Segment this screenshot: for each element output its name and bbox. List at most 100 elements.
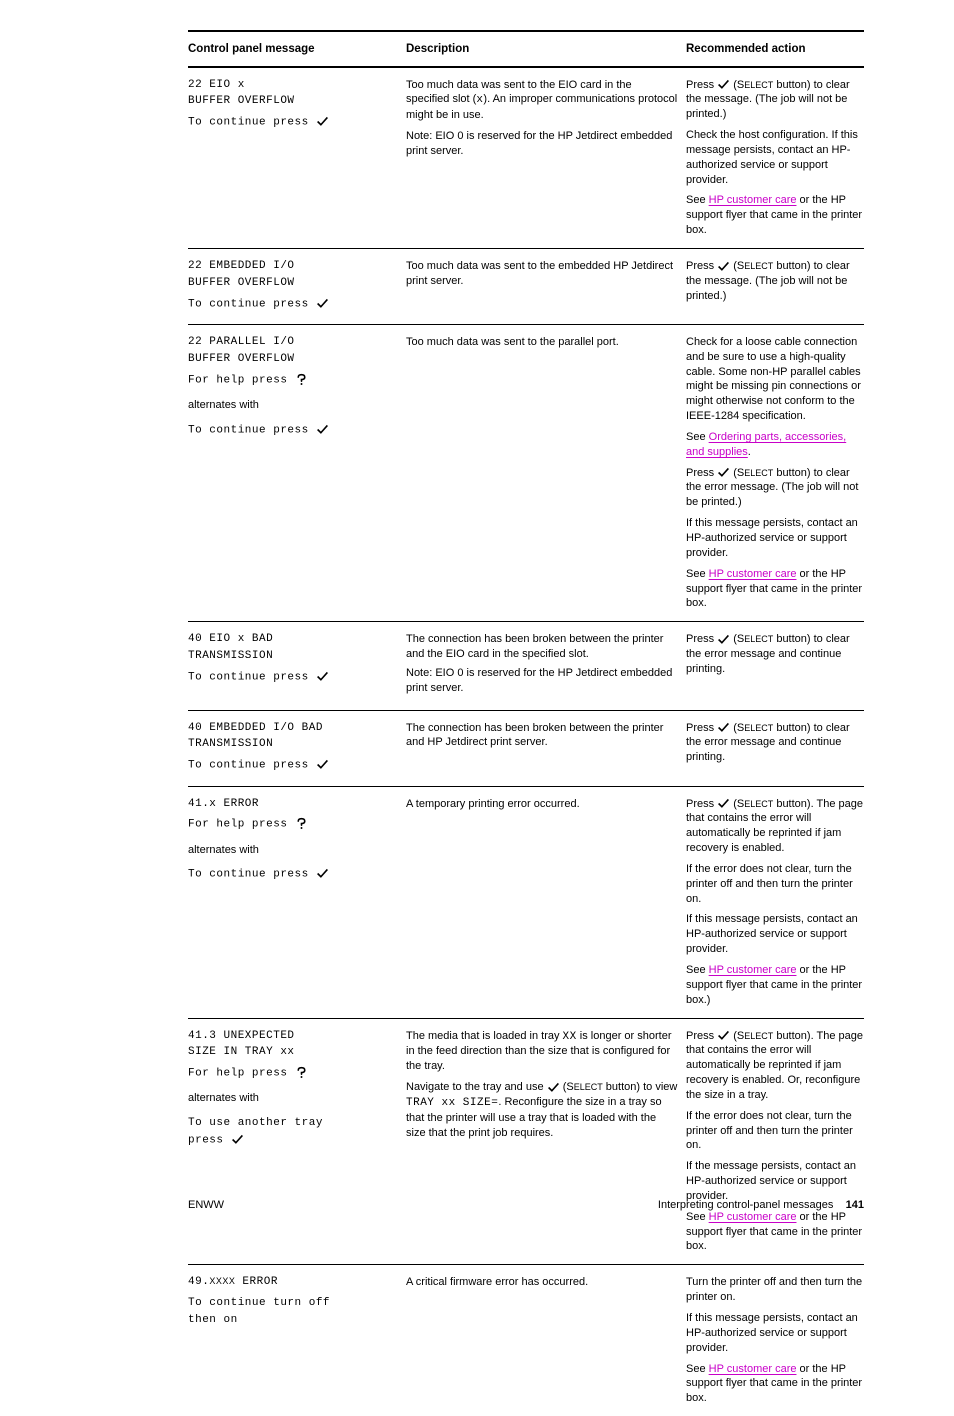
check-icon (316, 115, 329, 128)
msg-line-4: To continue press (188, 423, 398, 438)
check-icon (316, 297, 329, 310)
act-col: Press (SELECT button) to clear the error… (686, 632, 864, 699)
msg-alt: alternates with (188, 398, 398, 413)
act-p2: Check the host configuration. If this me… (686, 128, 864, 187)
link-hp-care[interactable]: HP customer care (709, 568, 797, 580)
check-icon (316, 670, 329, 683)
check-icon (231, 1133, 244, 1146)
act-p3: If the message persists, contact an HP-a… (686, 1159, 864, 1204)
row-22-embedded: 22 EMBEDDED I/O BUFFER OVERFLOW To conti… (188, 249, 864, 324)
desc-p1: Too much data was sent to the embedded H… (406, 259, 678, 289)
act-p1: Press (SELECT button). The page that con… (686, 797, 864, 856)
act-p1: Press (SELECT button) to clear the error… (686, 632, 864, 677)
msg-line-2: For help press (188, 817, 398, 832)
link-hp-care[interactable]: HP customer care (709, 1363, 797, 1375)
msg-line-2: BUFFER OVERFLOW (188, 276, 398, 291)
msg-line-3: To continue press (188, 670, 398, 685)
msg-line-1: 41.3 UNEXPECTED (188, 1029, 398, 1044)
msg-line-2: BUFFER OVERFLOW (188, 94, 398, 109)
link-hp-care[interactable]: HP customer care (709, 964, 797, 976)
act-p1: Press (SELECT button) to clear the messa… (686, 78, 864, 123)
desc-col: Too much data was sent to the EIO card i… (406, 78, 686, 238)
row-40-embedded: 40 EMBEDDED I/O BAD TRANSMISSION To cont… (188, 711, 864, 786)
see-2: See HP customer care or the HP support f… (686, 567, 864, 612)
t: See (686, 568, 709, 580)
see-also: See HP customer care or the HP support f… (686, 193, 864, 238)
t: See (686, 1363, 709, 1375)
t: To continue press (188, 424, 309, 436)
msg-line-2: To continue turn off (188, 1296, 398, 1311)
select-smallcaps: ELECT (744, 1031, 773, 1041)
desc-p1: The connection has been broken between t… (406, 721, 678, 751)
t: To continue press (188, 298, 309, 310)
msg-col: 22 PARALLEL I/O BUFFER OVERFLOW For help… (188, 335, 406, 611)
row-40-eio: 40 EIO x BAD TRANSMISSION To continue pr… (188, 622, 864, 709)
t: (S (730, 722, 744, 734)
t: (S (730, 79, 744, 91)
footer-right: Interpreting control-panel messages 141 (658, 1198, 864, 1213)
msg-line-1: 41.x ERROR (188, 797, 398, 812)
desc-col: A temporary printing error occurred. (406, 797, 686, 1008)
tray-size: TRAY xx SIZE= (406, 1097, 498, 1109)
msg-line-2: SIZE IN TRAY xx (188, 1045, 398, 1060)
msg-line-2: TRANSMISSION (188, 737, 398, 752)
msg-line-3: To continue press (188, 297, 398, 312)
desc-col: The connection has been broken between t… (406, 632, 686, 699)
page-footer: ENWW Interpreting control-panel messages… (188, 1198, 864, 1213)
t: (S (730, 1030, 744, 1042)
desc-col: A critical firmware error has occurred. (406, 1275, 686, 1406)
see-prefix: See (686, 194, 709, 206)
act-p2: Press (SELECT button) to clear the error… (686, 466, 864, 511)
desc-col: Too much data was sent to the parallel p… (406, 335, 686, 611)
t: To continue press (188, 760, 309, 772)
page-number: 141 (846, 1199, 864, 1211)
check-icon (316, 867, 329, 880)
row-49: 49.XXXX ERROR To continue turn off then … (188, 1265, 864, 1416)
see: See HP customer care or the HP support f… (686, 1210, 864, 1255)
col-header-action: Recommended action (686, 42, 864, 58)
see: See HP customer care or the HP support f… (686, 1362, 864, 1407)
question-icon (295, 817, 308, 830)
desc-col: The connection has been broken between t… (406, 721, 686, 776)
row-41-3: 41.3 UNEXPECTED SIZE IN TRAY xx For help… (188, 1019, 864, 1265)
desc-col: Too much data was sent to the embedded H… (406, 259, 686, 314)
t: For help press (188, 819, 287, 831)
footer-left: ENWW (188, 1198, 224, 1213)
link-ordering[interactable]: Ordering parts, accessories, and supplie… (686, 431, 846, 458)
check-icon (717, 721, 730, 734)
row-41x: 41.x ERROR For help press alternates wit… (188, 787, 864, 1018)
msg-line-5: press (188, 1133, 398, 1148)
t: To continue press (188, 869, 309, 881)
msg-col: 22 EIO x BUFFER OVERFLOW To continue pre… (188, 78, 406, 238)
link-hp-care[interactable]: HP customer care (709, 194, 797, 206)
msg-line-1: 22 PARALLEL I/O (188, 335, 398, 350)
desc-p1: The media that is loaded in tray XX is l… (406, 1029, 678, 1075)
col-header-description: Description (406, 42, 686, 58)
select-smallcaps: ELECT (744, 634, 773, 644)
check-icon (717, 260, 730, 273)
msg-line-3: To continue press (188, 867, 398, 882)
select-smallcaps: ELECT (574, 1082, 603, 1092)
check-icon (717, 466, 730, 479)
t: Press (686, 467, 717, 479)
act-col: Turn the printer off and then turn the p… (686, 1275, 864, 1406)
t: Press (686, 798, 717, 810)
col-header-message: Control panel message (188, 42, 406, 58)
msg-line-4: To use another tray (188, 1116, 398, 1131)
msg-alt: alternates with (188, 1091, 398, 1106)
check-icon (717, 1029, 730, 1042)
desc-col: The media that is loaded in tray XX is l… (406, 1029, 686, 1255)
msg-line-1: 40 EMBEDDED I/O BAD (188, 721, 398, 736)
t: Press (686, 79, 717, 91)
act-p3: If this message persists, contact an HP-… (686, 912, 864, 957)
t: See (686, 964, 709, 976)
desc-p2: Note: EIO 0 is reserved for the HP Jetdi… (406, 129, 678, 159)
msg-col: 49.XXXX ERROR To continue turn off then … (188, 1275, 406, 1406)
t: For help press (188, 1068, 287, 1080)
select-smallcaps: ELECT (744, 80, 773, 90)
msg-line-3: For help press (188, 1066, 398, 1081)
desc-p2: Navigate to the tray and use (SELECT but… (406, 1080, 678, 1140)
check-icon (547, 1081, 560, 1094)
footer-section-title: Interpreting control-panel messages (658, 1199, 833, 1211)
desc-p2: Note: EIO 0 is reserved for the HP Jetdi… (406, 666, 678, 696)
